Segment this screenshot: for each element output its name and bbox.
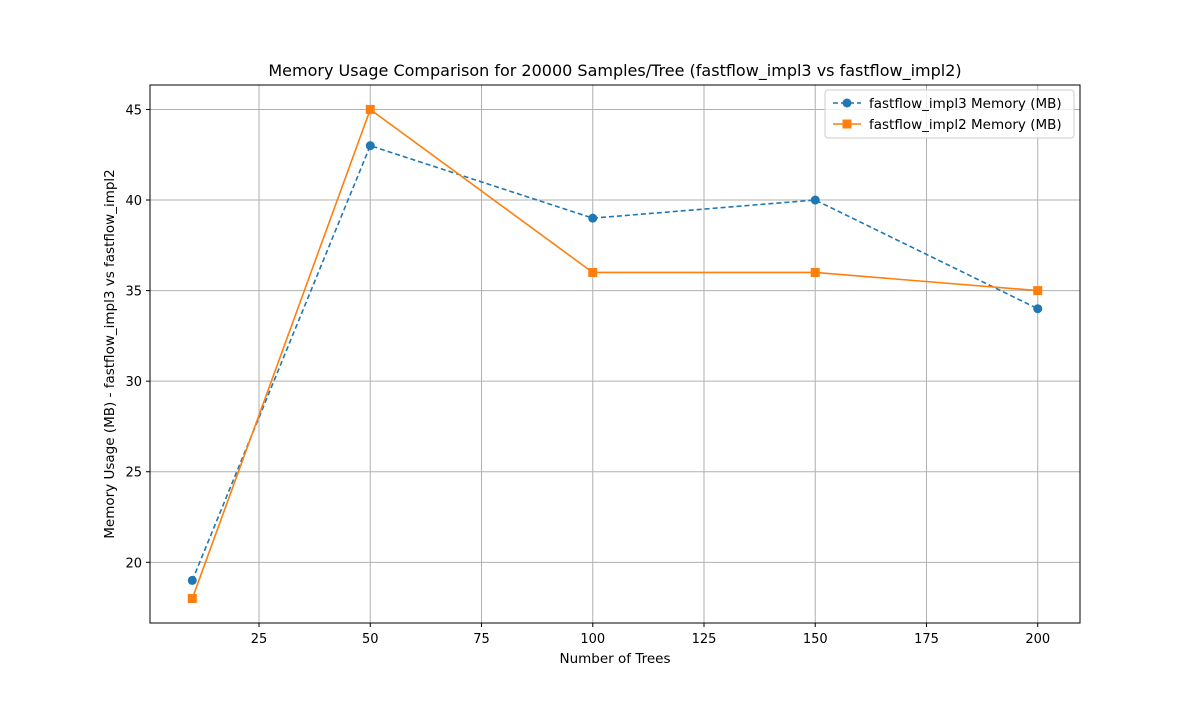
y-tick-label: 25	[125, 466, 142, 481]
x-tick-label: 150	[803, 632, 828, 647]
data-point	[1033, 304, 1043, 314]
x-tick-label: 25	[251, 632, 268, 647]
axis-ticks: 25 50 75 100 125 150 175 200 20 25 30 35 40 45	[125, 103, 1050, 647]
y-tick-label: 20	[125, 556, 142, 571]
data-point	[810, 195, 820, 205]
grid	[150, 85, 1080, 623]
data-point	[810, 267, 820, 277]
data-point	[588, 267, 598, 277]
x-tick-label: 200	[1025, 632, 1050, 647]
legend: fastflow_impl3 Memory (MB) fastflow_impl2…	[824, 89, 1075, 139]
data-point	[1033, 286, 1043, 296]
legend-marker	[842, 98, 852, 108]
legend-box	[824, 89, 1075, 139]
data-point	[365, 141, 375, 151]
series-line	[191, 108, 1038, 599]
data-point	[588, 213, 598, 223]
x-tick-label: 75	[473, 632, 490, 647]
legend-label: fastflow_impl2 Memory (MB)	[869, 117, 1062, 133]
series-2	[187, 104, 1043, 604]
data-point	[187, 575, 197, 585]
y-axis-label: Memory Usage (MB) - fastflow_impl3 vs fa…	[102, 169, 118, 538]
series-1	[187, 141, 1043, 585]
x-tick-label: 100	[580, 632, 605, 647]
data-point	[365, 104, 375, 114]
x-tick-label: 175	[914, 632, 939, 647]
y-tick-label: 45	[125, 103, 142, 118]
legend-marker	[842, 119, 852, 129]
chart-title: Memory Usage Comparison for 20000 Sample…	[268, 61, 961, 81]
series-line	[191, 144, 1039, 581]
x-tick-label: 50	[362, 632, 379, 647]
y-tick-label: 40	[125, 194, 142, 209]
data-point	[187, 594, 197, 604]
legend-label: fastflow_impl3 Memory (MB)	[869, 96, 1062, 112]
series-layer	[187, 104, 1043, 604]
x-axis-label: Number of Trees	[560, 651, 671, 667]
x-tick-label: 125	[692, 632, 717, 647]
y-tick-label: 35	[125, 285, 142, 300]
legend-item: fastflow_impl3 Memory (MB)	[833, 96, 1062, 112]
legend-item: fastflow_impl2 Memory (MB)	[833, 117, 1062, 133]
plot-frame	[149, 84, 1081, 624]
y-tick-label: 30	[125, 375, 142, 390]
